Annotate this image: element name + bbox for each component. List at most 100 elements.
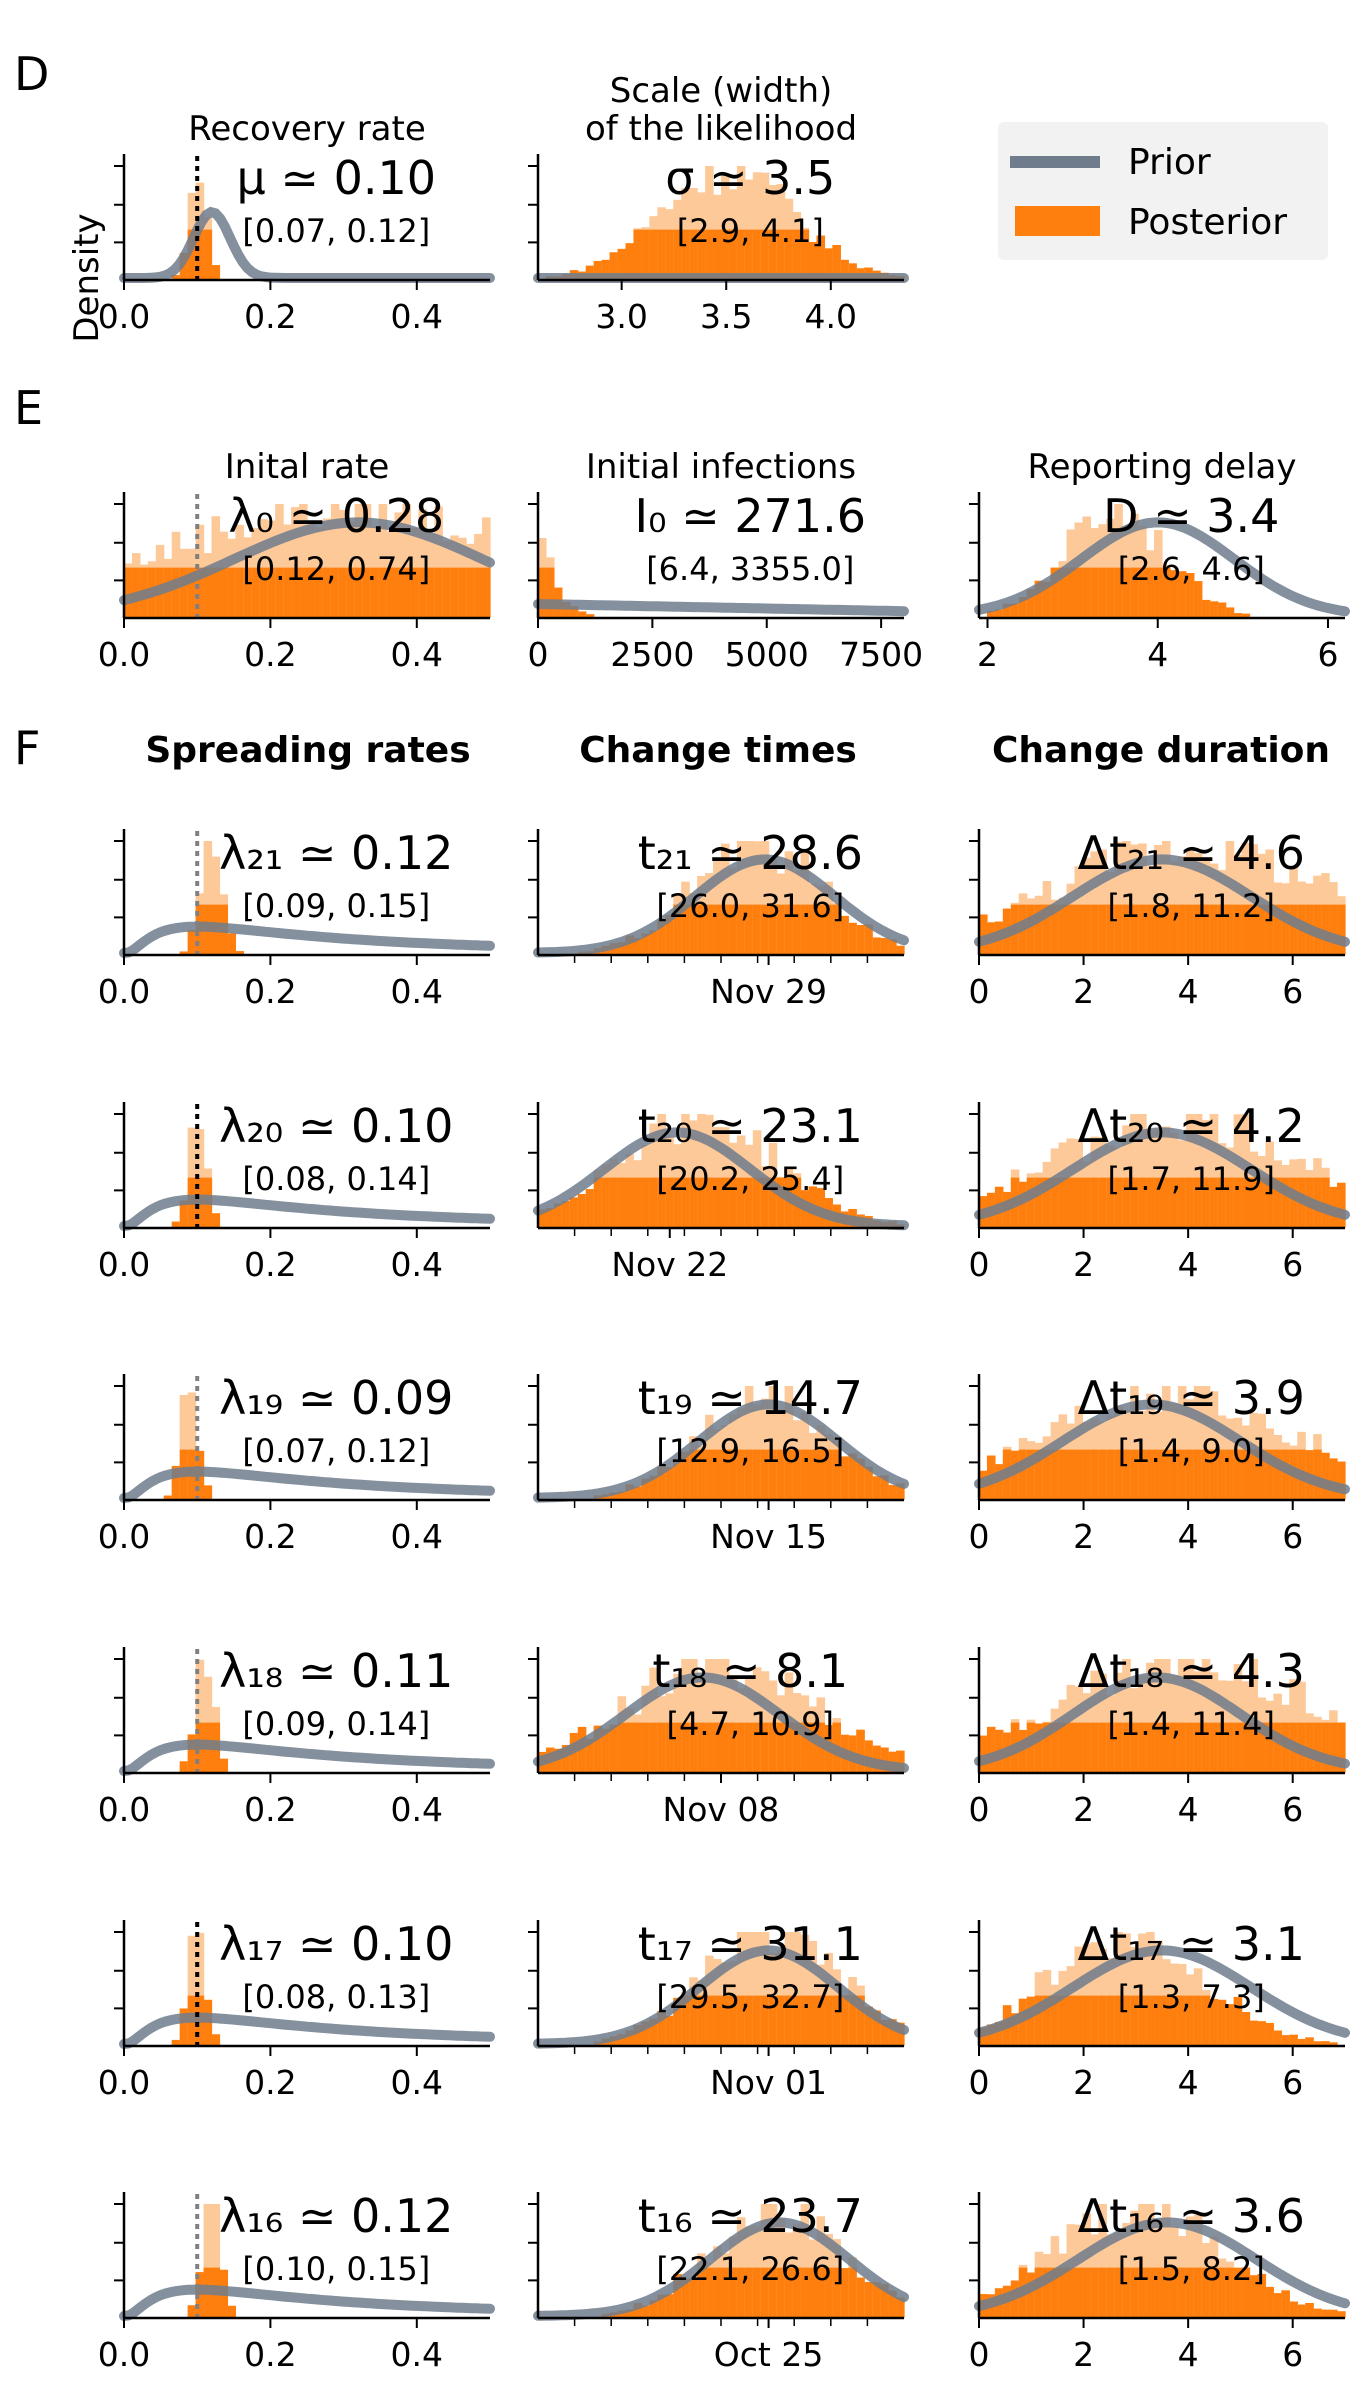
posterior-bar-core bbox=[1169, 1995, 1179, 2046]
posterior-bar-core bbox=[1162, 1449, 1171, 1500]
posterior-bar-core bbox=[1321, 1452, 1330, 1500]
credible-interval-label: [0.09, 0.15] bbox=[242, 887, 430, 925]
posterior-bar-core bbox=[1257, 2273, 1267, 2318]
posterior-bar-core bbox=[657, 920, 666, 955]
posterior-bar-core bbox=[625, 1484, 635, 1500]
posterior-bar-core bbox=[752, 229, 762, 280]
posterior-bar bbox=[1209, 1114, 1219, 1228]
posterior-bar-core bbox=[697, 2267, 706, 2318]
posterior-bar-core bbox=[1114, 1177, 1123, 1228]
prior-curve bbox=[119, 2284, 495, 2321]
posterior-bar-core bbox=[1257, 1177, 1267, 1228]
posterior-bar-core bbox=[784, 1177, 794, 1228]
posterior-bar-core bbox=[768, 1995, 778, 2046]
posterior-bar-core bbox=[322, 567, 332, 618]
posterior-bar-core bbox=[1297, 2039, 1306, 2046]
x-tick-label-6: 6 bbox=[1282, 1517, 1303, 1556]
x-tick-label-4: 4 bbox=[1178, 972, 1199, 1011]
posterior-bar bbox=[705, 166, 714, 280]
posterior-bar-core bbox=[1050, 1722, 1060, 1773]
posterior-bar-core bbox=[203, 1999, 213, 2046]
posterior-bar-core bbox=[1217, 1999, 1227, 2046]
posterior-bar bbox=[1154, 1659, 1163, 1773]
posterior-bar-core bbox=[856, 1995, 865, 2046]
posterior-bar-core bbox=[1265, 1449, 1274, 1500]
posterior-bar-core bbox=[1249, 2275, 1259, 2318]
posterior-bar-core bbox=[1122, 1177, 1131, 1228]
credible-interval-label: [1.3, 7.3] bbox=[1118, 1978, 1265, 2016]
posterior-bar-core bbox=[1337, 1182, 1346, 1228]
posterior-bar-core bbox=[1090, 904, 1099, 955]
credible-interval-label: [6.4, 3355.0] bbox=[646, 550, 854, 588]
posterior-bar-core bbox=[1185, 2267, 1195, 2318]
posterior-bar-core bbox=[569, 1197, 579, 1228]
posterior-bar-core bbox=[979, 914, 988, 955]
posterior-bar-core bbox=[386, 567, 396, 618]
posterior-bar-core bbox=[577, 1726, 587, 1773]
posterior-bar bbox=[1090, 851, 1099, 955]
posterior-bar-core bbox=[1201, 904, 1211, 955]
posterior-bar bbox=[179, 1395, 189, 1500]
posterior-bar-core bbox=[840, 915, 849, 955]
posterior-bar-core bbox=[1074, 1449, 1084, 1500]
posterior-bar-core bbox=[219, 567, 229, 618]
posterior-bar-core bbox=[728, 229, 738, 280]
x-tick-label-0-2: 0.2 bbox=[244, 2335, 296, 2374]
posterior-bar-core bbox=[1273, 1449, 1282, 1500]
posterior-bar-core bbox=[705, 1995, 714, 2046]
posterior-bar-core bbox=[768, 904, 778, 955]
posterior-bar-core bbox=[888, 939, 897, 955]
posterior-bar-core bbox=[896, 2022, 905, 2046]
posterior-bar-core bbox=[1066, 904, 1076, 955]
posterior-bar-core bbox=[697, 1995, 706, 2046]
posterior-bar bbox=[689, 1120, 698, 1228]
posterior-bar-core bbox=[1289, 1177, 1298, 1228]
posterior-bar-core bbox=[1209, 2267, 1219, 2318]
estimate-label: λ₁₆ ≃ 0.12 bbox=[219, 2189, 453, 2243]
posterior-bar-core bbox=[291, 567, 300, 618]
posterior-bar-core bbox=[1026, 904, 1036, 955]
x-tick-label-5000: 5000 bbox=[725, 635, 809, 674]
posterior-bar-core bbox=[681, 1177, 690, 1228]
posterior-bar bbox=[1122, 1125, 1131, 1228]
x-tick-label-0-4: 0.4 bbox=[391, 1245, 443, 1284]
posterior-bar bbox=[291, 507, 300, 618]
posterior-bar bbox=[760, 2204, 770, 2318]
posterior-bar-core bbox=[728, 2267, 738, 2318]
posterior-bar-core bbox=[1042, 1449, 1052, 1500]
credible-interval-label: [2.9, 4.1] bbox=[677, 212, 824, 250]
posterior-bar-core bbox=[736, 229, 746, 280]
posterior-bar-core bbox=[625, 1177, 635, 1228]
credible-interval-label: [2.6, 4.6] bbox=[1118, 550, 1265, 588]
credible-interval-label: [0.10, 0.15] bbox=[242, 2250, 430, 2288]
posterior-bar-core bbox=[848, 2267, 857, 2318]
posterior-bar-core bbox=[824, 1449, 833, 1500]
posterior-bar-core bbox=[808, 1995, 818, 2046]
posterior-bar-core bbox=[1098, 567, 1107, 618]
posterior-bar-core bbox=[211, 1213, 221, 1228]
posterior-bar-core bbox=[641, 229, 650, 280]
posterior-bar-core bbox=[171, 1221, 181, 1228]
posterior-bar-core bbox=[1010, 603, 1020, 618]
posterior-bar bbox=[1177, 1386, 1187, 1500]
posterior-bar-core bbox=[1337, 2311, 1346, 2318]
posterior-bar-core bbox=[1177, 1449, 1187, 1500]
posterior-bar bbox=[1138, 843, 1147, 955]
posterior-bar-core bbox=[1114, 567, 1123, 618]
posterior-bar-core bbox=[187, 229, 197, 280]
posterior-bar bbox=[418, 509, 427, 618]
posterior-bar-core bbox=[1169, 1177, 1179, 1228]
estimate-label: t₁₆ ≃ 23.7 bbox=[638, 2189, 863, 2243]
posterior-bar-core bbox=[752, 1177, 762, 1228]
posterior-bar-core bbox=[1249, 904, 1259, 955]
posterior-bar-core bbox=[1321, 2309, 1330, 2318]
x-tick-label-4: 4 bbox=[1178, 2063, 1199, 2102]
x-tick-label-0-0: 0.0 bbox=[98, 635, 150, 674]
panel-lambda17: 0.0 0.2 0.4 λ₁₇ ≃ 0.10 [0.08, 0.13] bbox=[98, 1917, 495, 2102]
posterior-bar-core bbox=[792, 1995, 802, 2046]
posterior-bar-core bbox=[986, 2024, 996, 2046]
posterior-bar-core bbox=[211, 265, 221, 280]
posterior-bar-core bbox=[752, 1449, 762, 1500]
posterior-bar-core bbox=[1193, 1995, 1203, 2046]
posterior-bar-core bbox=[721, 2267, 730, 2318]
